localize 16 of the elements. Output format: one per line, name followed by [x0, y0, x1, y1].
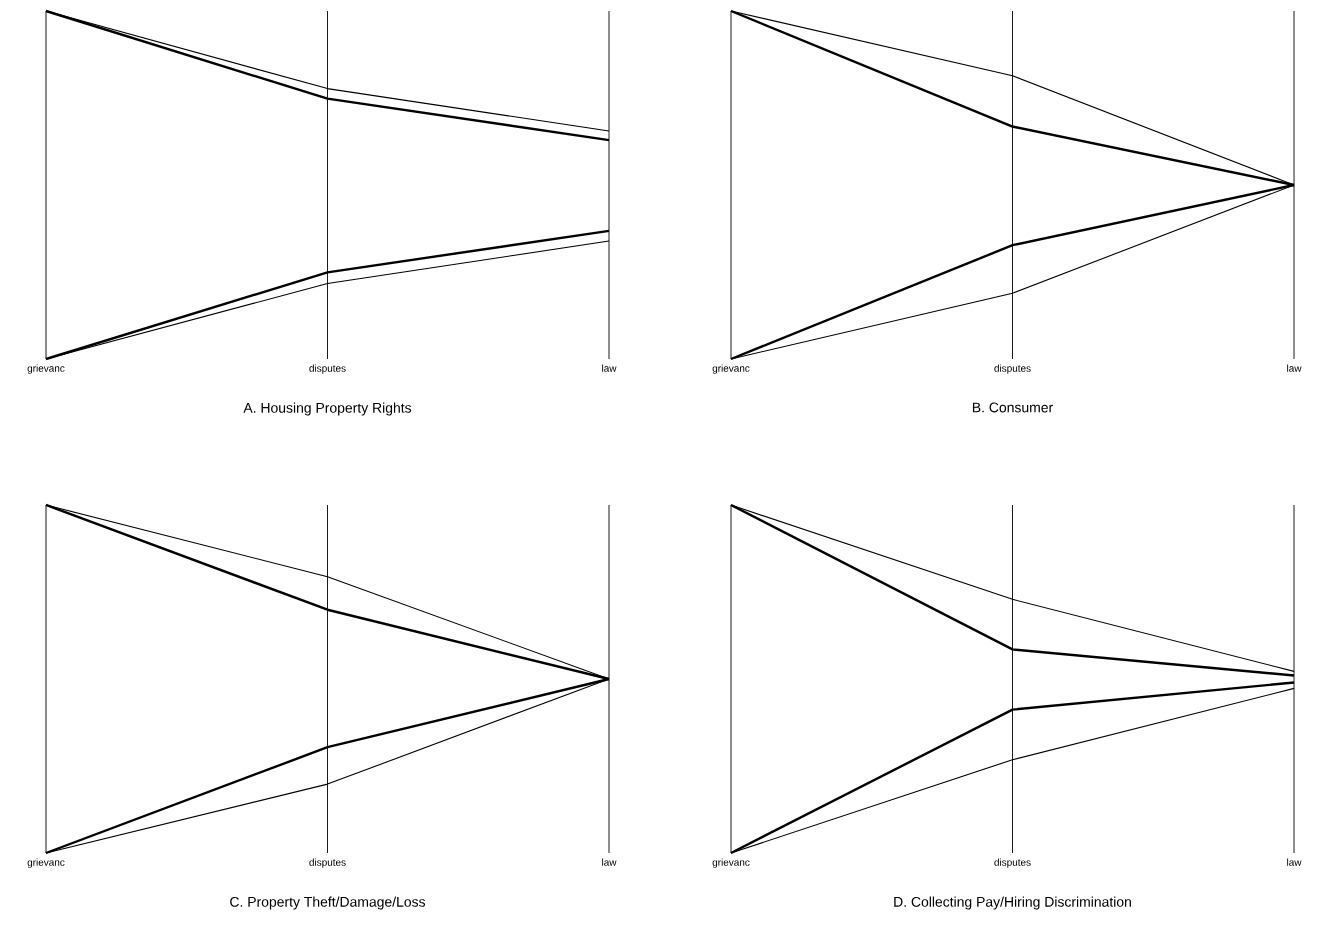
x-tick-label: disputes [309, 858, 346, 868]
text: B. Consumer [972, 402, 1053, 413]
text: C. Property Theft/Damage/Loss [230, 896, 426, 910]
x-tick-label: disputes [994, 364, 1031, 374]
x-tick-label: law [1287, 858, 1302, 866]
text: D. Collecting Pay/Hiring Discrimination [894, 896, 1131, 910]
x-tick-label: disputes [309, 364, 346, 374]
text: A. Housing Property Rights [243, 402, 412, 416]
x-tick-label: grievanc [27, 858, 65, 868]
x-tick-label: grievanc [27, 364, 65, 374]
x-tick-label: law [602, 364, 617, 372]
x-tick-label: law [602, 858, 617, 866]
x-tick-label: disputes [994, 858, 1031, 868]
x-tick-label: grievanc [712, 858, 750, 868]
x-tick-label: grievanc [712, 364, 750, 374]
x-tick-label: law [1287, 364, 1302, 372]
